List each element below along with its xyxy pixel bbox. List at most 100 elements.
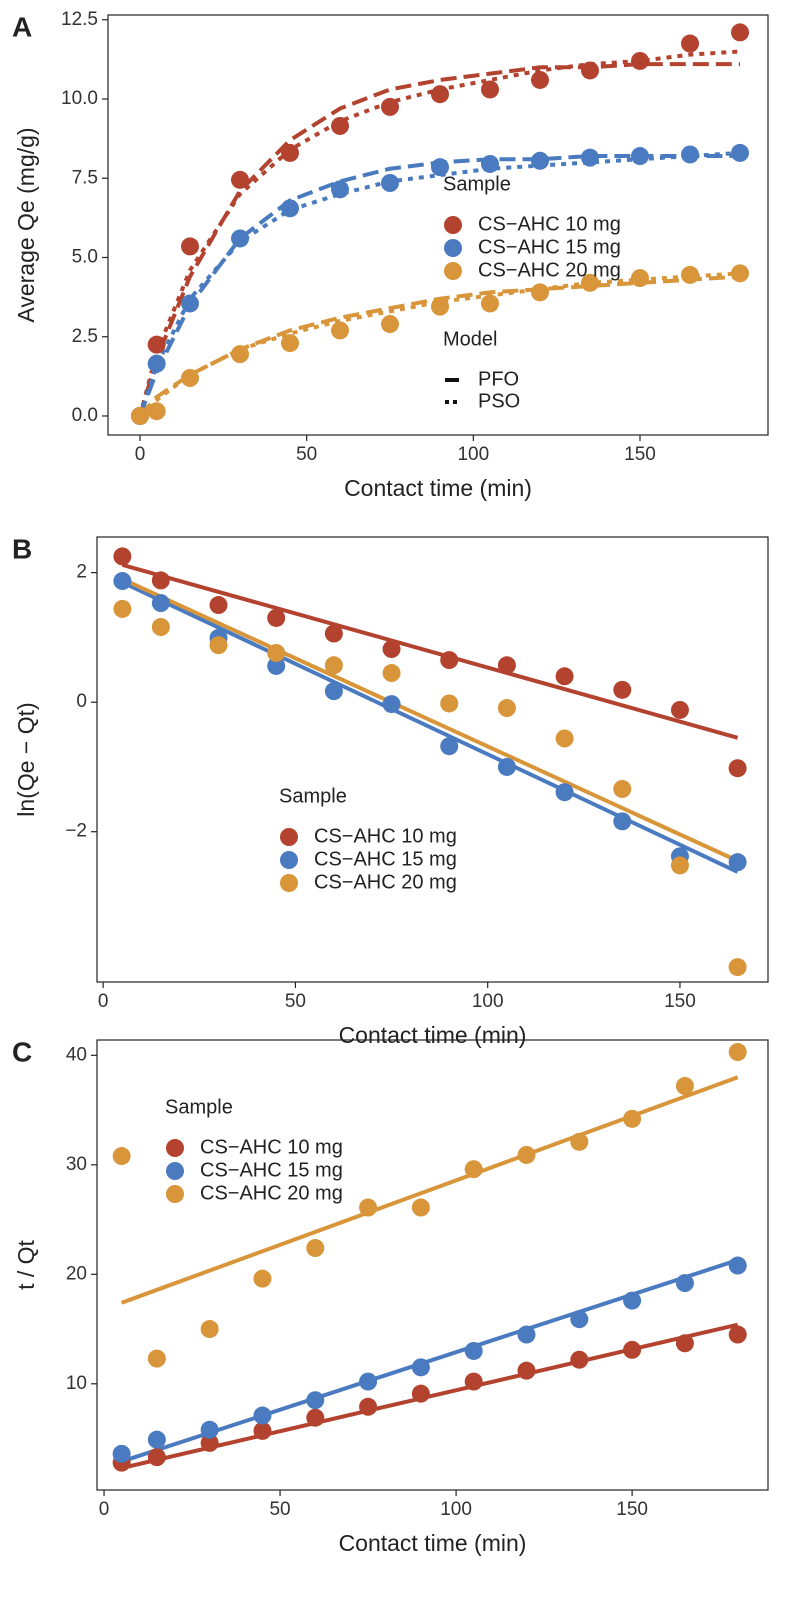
data-point <box>675 1274 694 1293</box>
legend-marker <box>280 874 298 892</box>
data-point <box>151 571 170 590</box>
x-tick-label: 0 <box>135 444 146 465</box>
data-point <box>359 1198 378 1217</box>
x-tick-label: 50 <box>285 991 306 1012</box>
model-curve <box>138 274 741 418</box>
model-curve <box>138 154 740 417</box>
x-tick-label: 150 <box>664 991 696 1012</box>
data-point <box>675 1334 694 1353</box>
data-point <box>382 640 401 659</box>
plot-frame <box>107 14 769 436</box>
data-point <box>681 265 699 284</box>
legend-marker <box>166 1139 184 1157</box>
data-point <box>517 1325 536 1344</box>
y-tick-label: 2.5 <box>72 326 98 347</box>
data-point <box>531 70 549 89</box>
data-point <box>151 618 170 637</box>
legend-title: Sample <box>443 173 511 195</box>
data-point <box>267 656 286 675</box>
data-point <box>267 643 286 662</box>
data-point <box>231 345 249 364</box>
data-point <box>324 682 343 701</box>
legend-label: CS−AHC 20 mg <box>478 259 621 281</box>
model-curve <box>138 150 741 417</box>
data-point <box>411 1198 430 1217</box>
data-point <box>147 402 166 421</box>
data-point <box>728 1325 747 1344</box>
data-point <box>581 61 599 80</box>
data-point <box>331 180 349 199</box>
data-point <box>631 51 649 70</box>
data-point <box>381 174 399 192</box>
x-tick-label: 100 <box>457 444 489 465</box>
data-point <box>728 853 747 872</box>
legend-label: PFO <box>478 368 519 390</box>
data-point <box>623 1109 642 1128</box>
legend-marker <box>166 1185 184 1203</box>
data-point <box>555 783 574 802</box>
data-point <box>331 116 349 135</box>
data-point <box>497 699 516 718</box>
data-point <box>613 680 632 699</box>
data-point <box>570 1132 589 1151</box>
fit-line <box>121 562 739 740</box>
model-curve <box>138 271 741 418</box>
data-point <box>731 143 749 162</box>
data-point <box>113 599 132 618</box>
data-point <box>281 143 299 162</box>
data-point <box>181 237 199 256</box>
data-point <box>181 294 199 313</box>
x-tick-label: 150 <box>624 444 656 465</box>
data-point <box>440 651 459 670</box>
data-point <box>147 1430 166 1449</box>
legend-label: CS−AHC 15 mg <box>478 236 621 258</box>
data-point <box>151 594 170 613</box>
data-point <box>481 80 499 99</box>
data-point <box>281 334 299 353</box>
legend-label: CS−AHC 20 mg <box>314 871 457 893</box>
x-tick-label: 100 <box>472 991 504 1012</box>
y-tick-label: 0 <box>76 691 87 712</box>
data-point <box>112 1147 131 1166</box>
data-point <box>497 757 516 776</box>
y-tick-label: 10 <box>66 1373 87 1394</box>
data-point <box>113 547 132 566</box>
data-point <box>481 294 499 313</box>
data-point <box>147 335 166 354</box>
data-point <box>306 1391 325 1410</box>
data-point <box>517 1145 536 1164</box>
legend-label: CS−AHC 20 mg <box>200 1182 343 1204</box>
y-tick-label: 40 <box>66 1044 87 1065</box>
data-point <box>555 729 574 748</box>
data-point <box>613 779 632 798</box>
y-tick-label: 12.5 <box>61 9 98 30</box>
data-point <box>731 264 749 283</box>
panel-label: A <box>12 11 32 42</box>
y-tick-label: 2 <box>76 562 87 583</box>
data-point <box>209 636 228 655</box>
x-axis-title: Contact time (min) <box>339 1022 527 1048</box>
data-point <box>147 1349 166 1368</box>
data-point <box>267 608 286 627</box>
data-point <box>253 1269 272 1288</box>
legend-title: Sample <box>165 1096 233 1118</box>
x-axis-title: Contact time (min) <box>339 1530 527 1556</box>
data-point <box>581 273 599 292</box>
data-point <box>147 1448 166 1467</box>
y-tick-label: 5.0 <box>72 247 98 268</box>
y-tick-label: 10.0 <box>61 88 98 109</box>
data-point <box>675 1076 694 1095</box>
data-point <box>231 229 249 248</box>
data-point <box>440 694 459 713</box>
legend-marker <box>280 851 298 869</box>
data-point <box>231 170 249 189</box>
data-point <box>728 759 747 778</box>
legend-label: CS−AHC 10 mg <box>478 213 621 235</box>
data-point <box>382 695 401 714</box>
data-point <box>359 1372 378 1391</box>
y-tick-label: 30 <box>66 1154 87 1175</box>
y-tick-label: 20 <box>66 1263 87 1284</box>
legend-marker <box>280 828 298 846</box>
data-point <box>670 700 689 719</box>
